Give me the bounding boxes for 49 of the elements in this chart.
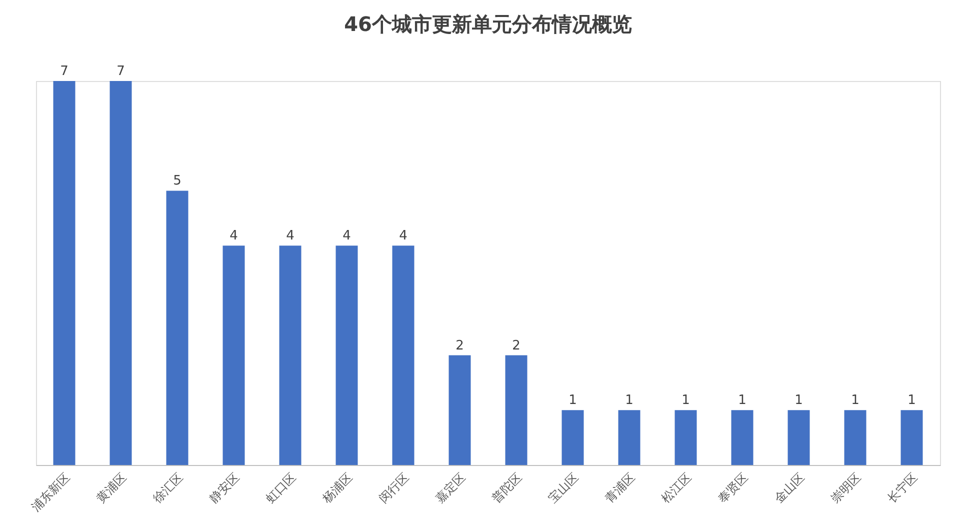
bar [674, 410, 697, 465]
bar [562, 410, 584, 465]
x-tick-label: 静安区 [206, 470, 242, 506]
x-tick-label: 闵行区 [376, 470, 412, 506]
x-tick-label: 嘉定区 [432, 470, 468, 506]
x-tick-label: 浦东新区 [28, 470, 73, 514]
bar [222, 246, 245, 465]
x-tick-label: 普陀区 [489, 470, 525, 506]
bar [53, 81, 76, 465]
data-label: 4 [399, 228, 408, 244]
bar [788, 410, 810, 465]
data-label: 7 [116, 64, 125, 79]
bar [448, 355, 471, 465]
bar [900, 410, 923, 465]
bar [731, 410, 754, 465]
x-tick-label: 黄浦区 [94, 470, 130, 506]
bar [336, 246, 358, 465]
bar [110, 81, 132, 465]
x-tick-label: 崇明区 [828, 470, 864, 506]
bar [392, 246, 414, 465]
x-tick-label: 杨浦区 [319, 470, 356, 506]
data-label: 1 [625, 393, 634, 408]
data-label: 5 [173, 174, 182, 189]
data-label: 2 [512, 338, 520, 354]
bar [844, 410, 866, 465]
x-tick-label: 青浦区 [602, 470, 638, 506]
x-tick-label: 宝山区 [546, 470, 582, 506]
x-tick-label: 奉贤区 [715, 470, 751, 506]
data-label: 4 [230, 228, 238, 244]
chart-title: 46个城市更新单元分布情况概览 [344, 12, 632, 36]
bar [166, 190, 188, 465]
x-tick-label: 虹口区 [263, 470, 299, 506]
data-label: 1 [682, 393, 690, 408]
bar [279, 246, 302, 465]
data-label: 1 [851, 393, 860, 408]
x-tick-label: 金山区 [772, 470, 808, 506]
bar [618, 410, 640, 465]
data-label: 1 [738, 393, 746, 408]
data-label: 1 [794, 393, 803, 408]
x-tick-label: 松江区 [658, 470, 694, 506]
data-label: 1 [908, 393, 916, 408]
x-tick-label: 长宁区 [884, 470, 920, 506]
bar [505, 355, 528, 465]
data-label: 2 [456, 338, 464, 354]
data-label: 4 [286, 228, 294, 244]
data-label: 1 [568, 393, 577, 408]
x-tick-label: 徐汇区 [150, 470, 186, 506]
data-label: 4 [342, 228, 351, 244]
data-label: 7 [60, 64, 68, 79]
